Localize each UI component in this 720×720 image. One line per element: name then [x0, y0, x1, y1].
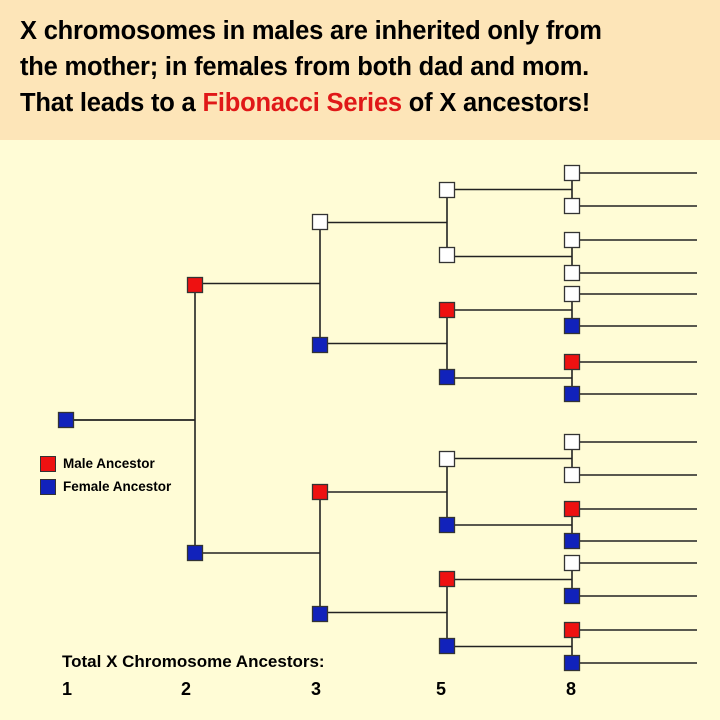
ancestor-node-male [563, 353, 581, 371]
headline-line-3-suffix: of X ancestors! [401, 89, 591, 117]
ancestor-node-female [438, 637, 456, 655]
legend: Male Ancestor Female Ancestor [40, 452, 171, 498]
ancestor-node-male [311, 483, 329, 501]
ancestor-node-male [563, 621, 581, 639]
ancestor-node-female [57, 411, 75, 429]
ancestor-node-female [563, 532, 581, 550]
ancestor-node-female [563, 654, 581, 672]
ancestor-node-male [563, 500, 581, 518]
female-swatch-icon [40, 478, 56, 495]
ancestor-node-none [563, 466, 581, 484]
ancestor-node-female [311, 605, 329, 623]
ancestor-node-none [563, 285, 581, 303]
ancestor-node-female [311, 336, 329, 354]
count-gen-3: 3 [311, 679, 322, 699]
ancestor-node-none [438, 181, 456, 199]
ancestor-node-none [563, 197, 581, 215]
ancestor-node-female [563, 317, 581, 335]
header-banner: X chromosomes in males are inherited onl… [0, 0, 720, 140]
legend-label-male: Male Ancestor [63, 456, 155, 471]
ancestor-node-male [186, 276, 204, 294]
ancestor-node-female [563, 587, 581, 605]
legend-item-male: Male Ancestor [40, 452, 171, 475]
ancestor-node-none [563, 264, 581, 282]
count-gen-4: 5 [436, 679, 447, 699]
male-swatch-icon [40, 455, 56, 472]
ancestor-node-female [186, 544, 204, 562]
fibonacci-highlight: Fibonacci Series [202, 89, 402, 117]
headline-line-3-prefix: That leads to a [20, 89, 203, 117]
ancestor-node-none [438, 450, 456, 468]
ancestor-node-female [438, 516, 456, 534]
ancestor-node-male [438, 301, 456, 319]
headline: X chromosomes in males are inherited onl… [20, 13, 602, 121]
ancestor-node-none [311, 213, 329, 231]
count-gen-1: 1 [62, 679, 73, 699]
headline-line-1: X chromosomes in males are inherited onl… [20, 17, 602, 45]
totals-label: Total X Chromosome Ancestors: [62, 652, 325, 671]
count-gen-2: 2 [181, 679, 192, 699]
ancestor-node-female [438, 368, 456, 386]
headline-line-2: the mother; in females from both dad and… [20, 53, 590, 81]
ancestor-node-none [563, 164, 581, 182]
legend-label-female: Female Ancestor [63, 479, 172, 494]
ancestor-node-none [438, 246, 456, 264]
ancestor-node-male [438, 570, 456, 588]
ancestor-node-none [563, 554, 581, 572]
ancestor-node-none [563, 433, 581, 451]
count-gen-5: 8 [566, 679, 577, 699]
ancestor-node-none [563, 231, 581, 249]
legend-item-female: Female Ancestor [40, 475, 171, 498]
ancestor-node-female [563, 385, 581, 403]
